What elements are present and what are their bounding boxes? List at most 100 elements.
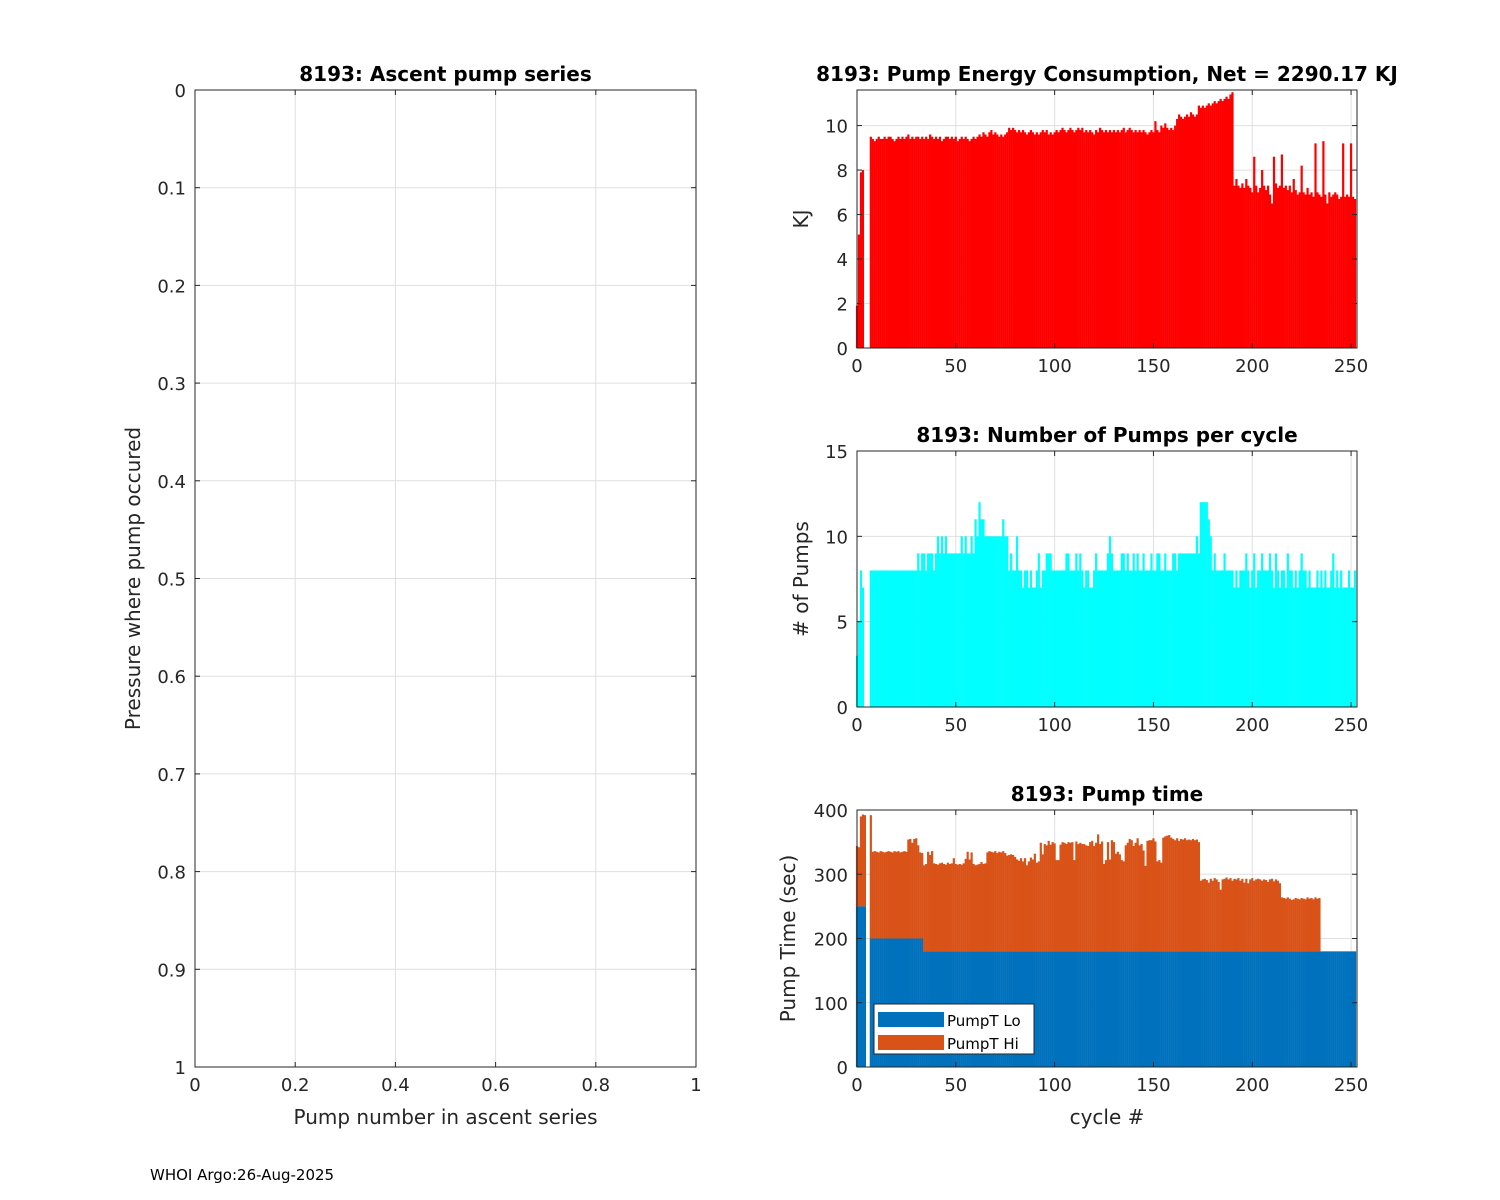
bar <box>976 136 979 348</box>
bar-pumpt-hi <box>1154 841 1157 952</box>
bar <box>1004 536 1007 707</box>
bar-pumpt-hi <box>859 816 863 907</box>
y-tick-label: 1 <box>175 1058 186 1079</box>
bar-pumpt-lo <box>1201 951 1204 1067</box>
bar <box>1008 570 1011 707</box>
bar-pumpt-hi <box>1006 855 1009 952</box>
bar <box>1166 127 1169 348</box>
bar <box>1326 203 1329 348</box>
bar-pumpt-lo <box>917 938 920 1067</box>
bar <box>1031 132 1034 348</box>
bar <box>1106 132 1110 348</box>
x-tick-label: 100 <box>1037 1075 1071 1096</box>
bar <box>1037 553 1040 707</box>
bar-pumpt-hi <box>1041 854 1044 952</box>
bar <box>996 134 999 348</box>
bar <box>1150 553 1153 707</box>
bar-pumpt-hi <box>1314 897 1317 952</box>
bar-pumpt-hi <box>885 851 888 939</box>
bar-pumpt-hi <box>1138 845 1141 952</box>
bar <box>1189 112 1193 348</box>
axes-box <box>856 89 1358 349</box>
bar-pumpt-hi <box>871 851 874 939</box>
bar-pumpt-lo <box>1085 951 1088 1067</box>
bar <box>1172 553 1175 707</box>
grid-lines <box>194 89 697 1068</box>
bar <box>1243 570 1246 707</box>
bar-pumpt-lo <box>1126 951 1129 1067</box>
bar <box>1280 570 1284 707</box>
bar <box>1118 132 1121 348</box>
bar-pumpt-lo <box>1292 951 1295 1067</box>
ascent-pump-chart: 0 0.2 0.4 0.6 0.8 100.10.20.30.40.50.60.70.80… <box>121 62 702 1129</box>
bar-pumpt-hi <box>913 838 916 939</box>
bar-pumpt-hi <box>1104 860 1108 952</box>
bar-pumpt-lo <box>1300 951 1303 1067</box>
bar <box>1146 570 1149 707</box>
bar-pumpt-lo <box>1132 951 1135 1067</box>
bar-pumpt-hi <box>974 865 977 952</box>
bar <box>1340 196 1343 348</box>
bar-pumpt-lo <box>1071 951 1074 1067</box>
bar <box>1308 570 1311 707</box>
bar-pumpt-lo <box>1144 951 1147 1067</box>
bar-pumpt-hi <box>881 851 884 939</box>
bar <box>887 136 890 348</box>
bar <box>1102 570 1106 707</box>
bar <box>972 553 975 707</box>
bar <box>1336 570 1339 707</box>
bar <box>903 138 906 348</box>
bar-pumpt-hi <box>986 852 989 952</box>
bar-pumpt-hi <box>996 853 999 952</box>
bar <box>1043 132 1046 348</box>
bar <box>942 553 946 707</box>
bar-pumpt-hi <box>1132 845 1135 952</box>
bar <box>905 570 908 707</box>
bar-pumpt-hi <box>944 864 948 952</box>
x-tick-label: 0 <box>851 356 862 377</box>
bar-pumpt-lo <box>1334 951 1337 1067</box>
bar-pumpt-hi <box>956 864 959 952</box>
y-tick-label: 300 <box>814 865 848 886</box>
bar-pumpt-lo <box>1332 951 1335 1067</box>
bar <box>1144 132 1147 348</box>
bar-pumpt-lo <box>1353 951 1357 1067</box>
bar-pumpt-lo <box>1310 951 1313 1067</box>
bar <box>1247 185 1250 348</box>
bar-pumpt-hi <box>877 852 880 939</box>
bar-pumpt-hi <box>1075 841 1078 952</box>
bar <box>986 136 989 348</box>
bar <box>996 536 999 707</box>
bar <box>1140 570 1143 707</box>
bar-pumpt-hi <box>1059 844 1062 952</box>
bar-pumpt-lo <box>877 938 880 1067</box>
bar-pumpt-lo <box>861 906 865 1067</box>
bar <box>1106 553 1110 707</box>
bar <box>1160 125 1163 348</box>
bar-pumpt-lo <box>1308 951 1311 1067</box>
bar <box>1349 587 1353 707</box>
bar <box>1006 536 1009 707</box>
bar <box>1201 502 1204 707</box>
bar <box>1049 553 1052 707</box>
y-tick-label: 0.6 <box>157 667 186 688</box>
bar <box>1027 587 1031 707</box>
bar-pumpt-lo <box>905 938 908 1067</box>
bar <box>1336 194 1339 348</box>
y-tick-label: 10 <box>825 117 848 138</box>
bar-pumpt-lo <box>1326 951 1329 1067</box>
bar <box>1043 570 1046 707</box>
bar-pumpt-hi <box>1298 899 1301 952</box>
bar-pumpt-lo <box>1089 951 1092 1067</box>
bar-pumpt-lo <box>1349 951 1353 1067</box>
bar-pumpt-lo <box>891 938 894 1067</box>
bar-pumpt-lo <box>1134 951 1137 1067</box>
x-tick-label: 150 <box>1136 1075 1170 1096</box>
bar <box>1340 570 1343 707</box>
bar <box>958 138 961 348</box>
bar <box>1332 194 1335 348</box>
bar <box>1112 130 1116 348</box>
bar <box>1300 165 1303 348</box>
bar <box>950 553 953 707</box>
